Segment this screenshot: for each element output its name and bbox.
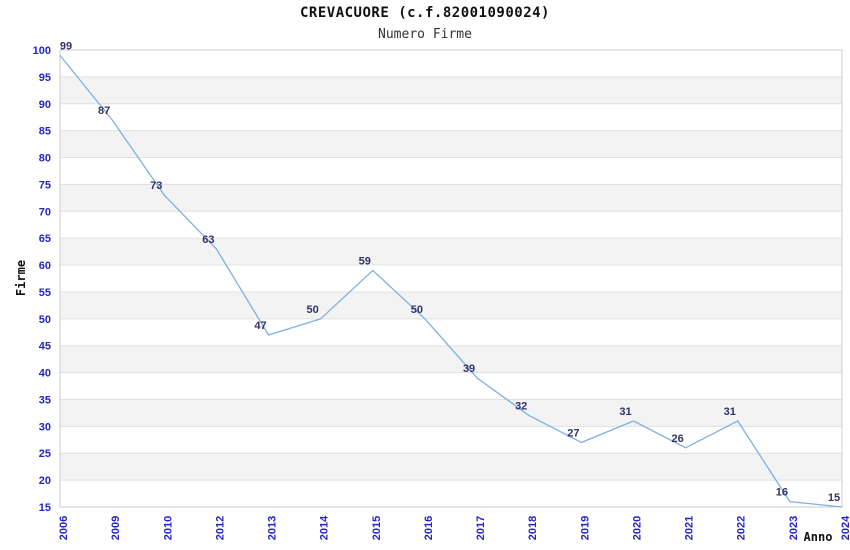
x-tick-label: 2018 (527, 516, 539, 540)
data-point-label: 27 (567, 427, 579, 439)
y-tick-label: 60 (39, 260, 51, 272)
data-point-label: 50 (411, 304, 423, 316)
x-tick-label: 2017 (475, 516, 487, 540)
data-point-label: 15 (828, 492, 840, 504)
y-tick-label: 65 (39, 233, 51, 245)
y-tick-label: 80 (39, 153, 51, 165)
x-tick-label: 2021 (684, 516, 696, 540)
data-point-label: 63 (202, 234, 214, 246)
chart-subtitle: Numero Firme (378, 27, 472, 42)
x-tick-label: 2012 (214, 516, 226, 540)
grid-band (60, 211, 842, 239)
data-point-label: 73 (150, 180, 162, 192)
y-tick-label: 15 (39, 502, 51, 514)
x-tick-label: 2015 (371, 516, 383, 540)
grid-band (60, 265, 842, 292)
grid-band (60, 50, 842, 77)
y-tick-label: 30 (39, 421, 51, 433)
grid-band (60, 426, 842, 454)
chart-title: CREVACUORE (c.f.82001090024) (299, 5, 550, 21)
data-point-label: 16 (776, 487, 788, 499)
data-point-label: 99 (60, 40, 72, 52)
y-tick-label: 85 (39, 126, 51, 138)
grid-band (60, 184, 842, 212)
x-tick-label: 2014 (319, 515, 331, 540)
data-point-label: 59 (359, 255, 371, 267)
x-tick-label: 2024 (840, 515, 850, 540)
grid-band (60, 76, 842, 104)
data-series-line (59, 54, 843, 508)
data-point-label: 87 (98, 105, 110, 117)
y-tick-label: 90 (39, 99, 51, 111)
x-tick-label: 2016 (423, 516, 435, 540)
grid-band (60, 480, 842, 507)
grid-band (60, 157, 842, 185)
grid-band (60, 291, 842, 319)
grid-band (60, 318, 842, 346)
grid-band (60, 399, 842, 427)
plot-border (59, 49, 843, 508)
x-tick-label: 2013 (267, 516, 279, 540)
grid-band (60, 103, 842, 131)
y-tick-label: 40 (39, 368, 51, 380)
y-tick-label: 70 (39, 206, 51, 218)
x-tick-label: 2010 (162, 516, 174, 540)
grid-band (60, 238, 842, 266)
data-point-label: 31 (619, 406, 631, 418)
y-tick-label: 55 (39, 287, 51, 299)
data-point-label: 39 (463, 363, 475, 375)
x-tick-label: 2022 (736, 516, 748, 540)
grid-band (60, 453, 842, 481)
data-point-label: 31 (724, 406, 736, 418)
grid-band (60, 345, 842, 373)
grid-band (60, 130, 842, 158)
data-point-label: 32 (515, 401, 527, 413)
x-axis-title: Anno (804, 530, 833, 544)
y-tick-label: 95 (39, 72, 51, 84)
data-point-label: 47 (254, 320, 266, 332)
data-point-label: 26 (671, 433, 683, 445)
y-tick-label: 50 (39, 314, 51, 326)
data-point-label: 50 (307, 304, 319, 316)
y-tick-label: 20 (39, 475, 51, 487)
x-tick-label: 2019 (579, 516, 591, 540)
x-tick-label: 2023 (788, 516, 800, 540)
x-tick-label: 2020 (631, 516, 643, 540)
y-tick-label: 45 (39, 341, 51, 353)
y-tick-label: 25 (39, 448, 51, 460)
y-tick-label: 100 (33, 45, 51, 57)
y-axis-title: Firme (14, 260, 28, 296)
x-tick-label: 2006 (58, 516, 70, 540)
grid-band (60, 372, 842, 400)
x-tick-label: 2009 (110, 516, 122, 540)
y-tick-label: 75 (39, 179, 51, 191)
y-tick-label: 35 (39, 394, 51, 406)
